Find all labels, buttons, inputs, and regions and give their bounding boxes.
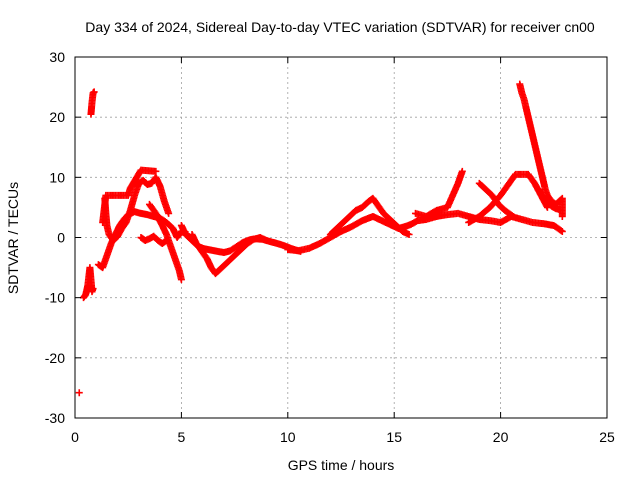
data-point — [556, 206, 564, 214]
data-points-layer — [75, 80, 566, 397]
y-tick-label: -30 — [45, 410, 65, 426]
data-point — [558, 212, 566, 220]
data-point — [177, 276, 185, 284]
data-point — [90, 88, 98, 96]
x-tick-label: 25 — [599, 429, 615, 445]
data-point — [509, 212, 517, 220]
y-tick-label: 20 — [49, 109, 65, 125]
tick-layer: 0 5 10 15 20 25 -30 -20 -10 0 10 20 30 — [45, 49, 615, 445]
chart-title: Day 334 of 2024, Sidereal Day-to-day VTE… — [85, 19, 595, 35]
data-point — [557, 227, 565, 235]
data-point — [165, 209, 173, 217]
data-point — [75, 389, 83, 397]
y-tick-label: -20 — [45, 350, 65, 366]
y-tick-label: 10 — [49, 169, 65, 185]
y-tick-label: 30 — [49, 49, 65, 65]
x-tick-label: 20 — [493, 429, 509, 445]
data-point — [508, 212, 516, 220]
y-tick-label: -10 — [45, 290, 65, 306]
y-axis-label: SDTVAR / TECUs — [5, 182, 21, 294]
x-tick-label: 0 — [71, 429, 79, 445]
x-tick-label: 15 — [386, 429, 402, 445]
data-point — [263, 237, 271, 245]
data-point — [152, 167, 160, 175]
data-point — [405, 230, 413, 238]
data-point — [458, 167, 466, 175]
grid-layer — [75, 57, 607, 418]
data-point — [89, 285, 97, 293]
x-axis-label: GPS time / hours — [288, 457, 395, 473]
x-tick-label: 5 — [178, 429, 186, 445]
y-tick-label: 0 — [57, 230, 65, 246]
data-point — [558, 227, 566, 235]
x-tick-label: 10 — [280, 429, 296, 445]
